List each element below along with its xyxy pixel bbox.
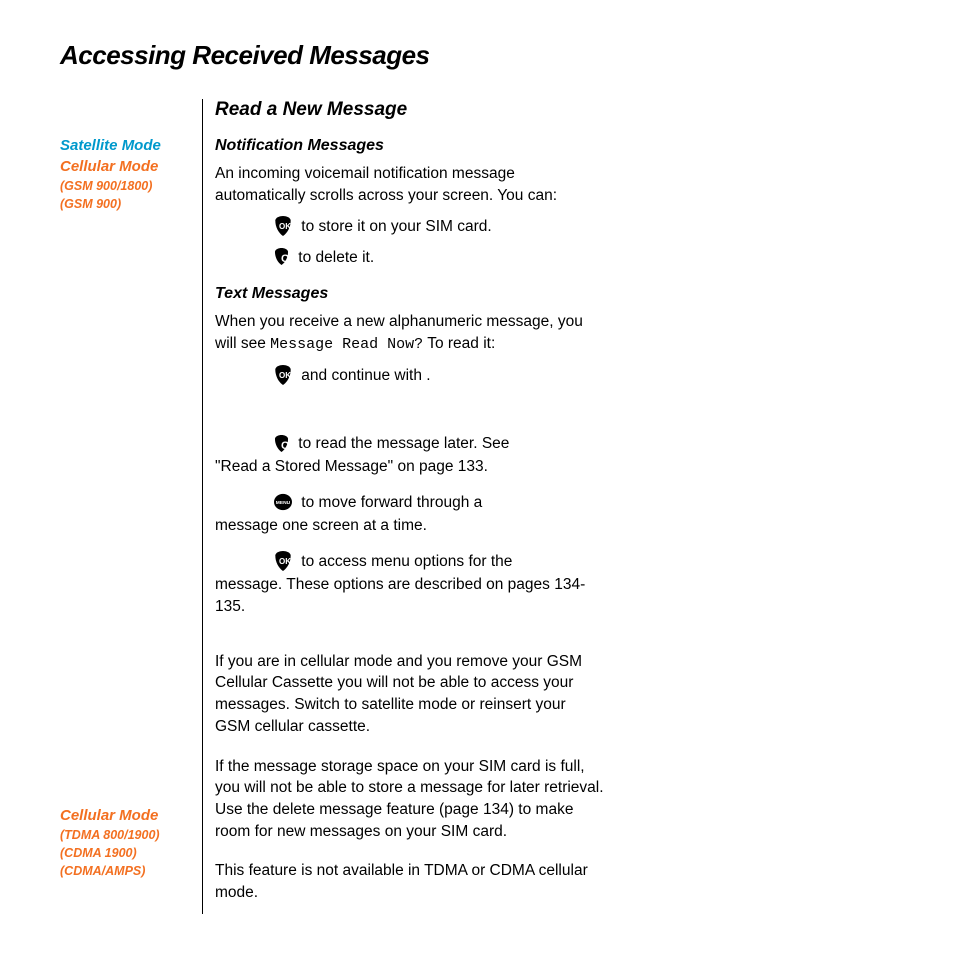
svg-text:OK: OK: [279, 557, 291, 566]
svg-text:OK: OK: [279, 222, 291, 231]
page-title: Accessing Received Messages: [60, 40, 894, 71]
sidebar: Satellite Mode Cellular Mode (GSM 900/18…: [60, 99, 202, 914]
c-icon: C: [273, 435, 290, 452]
c-read-later-rest: "Read a Stored Message" on page 133.: [215, 458, 488, 475]
svg-text:C: C: [281, 253, 289, 265]
sidebar-cdma-amps: (CDMA/AMPS): [60, 864, 192, 878]
ok-options-rest: message. These options are described on …: [215, 576, 585, 615]
c-read-later-lead: to read the message later. See: [294, 435, 509, 452]
sidebar-cellular-mode-2: Cellular Mode: [60, 807, 192, 824]
sidebar-satellite-mode: Satellite Mode: [60, 137, 192, 154]
notification-intro: An incoming voicemail notification messa…: [215, 163, 605, 206]
intro-b: To read it:: [423, 335, 495, 352]
section-heading: Read a New Message: [215, 99, 605, 121]
c-read-later-block: C to read the message later. See "Read a…: [215, 433, 605, 478]
tdma-cdma-note: This feature is not available in TDMA or…: [215, 860, 605, 903]
ok-options-lead: to access menu options for the: [297, 553, 512, 570]
menu-forward-block: MENU to move forward through a message o…: [215, 492, 605, 537]
sidebar-gsm-9001800: (GSM 900/1800): [60, 179, 192, 193]
text-messages-intro: When you receive a new alphanumeric mess…: [215, 311, 605, 355]
ok-store-text: to store it on your SIM card.: [297, 218, 492, 235]
c-delete-text: to delete it.: [294, 249, 374, 266]
ok-continue-line: OK and continue with .: [215, 365, 605, 387]
sidebar-cdma-1900: (CDMA 1900): [60, 846, 192, 860]
ok-options-block: OK to access menu options for the messag…: [215, 551, 605, 618]
screen-message-read: Message Read Now?: [270, 336, 423, 353]
sidebar-cellular-mode: Cellular Mode: [60, 158, 192, 175]
ok-icon: OK: [273, 365, 293, 385]
menu-icon: MENU: [273, 493, 293, 511]
svg-text:OK: OK: [279, 371, 291, 380]
content-row: Satellite Mode Cellular Mode (GSM 900/18…: [60, 99, 894, 914]
cellular-note: If you are in cellular mode and you remo…: [215, 651, 605, 738]
subsection-notification: Notification Messages: [215, 137, 605, 155]
c-icon: C: [273, 248, 290, 265]
vertical-divider: [202, 99, 203, 914]
c-delete-line: C to delete it.: [215, 247, 605, 269]
ok-icon: OK: [273, 551, 293, 571]
main-content: Read a New Message Notification Messages…: [215, 99, 605, 914]
svg-text:MENU: MENU: [276, 500, 291, 506]
ok-continue-text: and continue with .: [297, 367, 431, 384]
sim-full-note: If the message storage space on your SIM…: [215, 756, 605, 843]
menu-forward-rest: message one screen at a time.: [215, 517, 427, 534]
sidebar-gsm-900: (GSM 900): [60, 197, 192, 211]
subsection-text-messages: Text Messages: [215, 285, 605, 303]
ok-store-line: OK to store it on your SIM card.: [215, 216, 605, 238]
menu-forward-lead: to move forward through a: [297, 494, 482, 511]
svg-text:C: C: [281, 440, 289, 452]
ok-icon: OK: [273, 216, 293, 236]
sidebar-tdma: (TDMA 800/1900): [60, 828, 192, 842]
